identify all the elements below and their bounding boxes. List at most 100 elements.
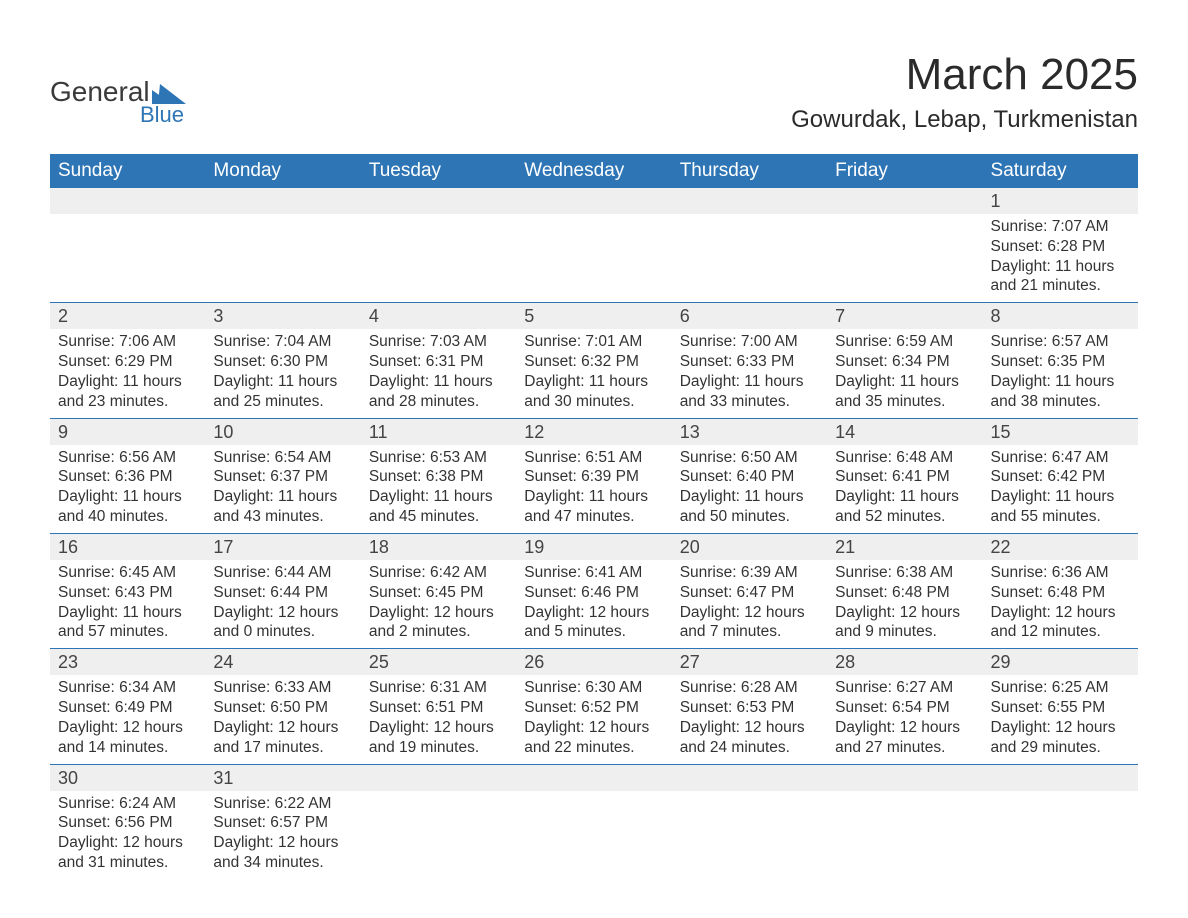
calendar-week: 16Sunrise: 6:45 AMSunset: 6:43 PMDayligh… (50, 533, 1138, 648)
day-info: Sunrise: 6:25 AMSunset: 6:55 PMDaylight:… (983, 675, 1138, 763)
day-number: 19 (516, 534, 671, 560)
day-number: 6 (672, 303, 827, 329)
day-number: 4 (361, 303, 516, 329)
calendar-day: 16Sunrise: 6:45 AMSunset: 6:43 PMDayligh… (50, 533, 205, 648)
day-info: Sunrise: 6:51 AMSunset: 6:39 PMDaylight:… (516, 445, 671, 533)
calendar-day: 4Sunrise: 7:03 AMSunset: 6:31 PMDaylight… (361, 303, 516, 418)
day-info: Sunrise: 6:31 AMSunset: 6:51 PMDaylight:… (361, 675, 516, 763)
logo-shape-icon (152, 84, 186, 104)
day-number: 25 (361, 649, 516, 675)
day-info: Sunrise: 6:53 AMSunset: 6:38 PMDaylight:… (361, 445, 516, 533)
calendar-day: 30Sunrise: 6:24 AMSunset: 6:56 PMDayligh… (50, 764, 205, 879)
calendar-day: 26Sunrise: 6:30 AMSunset: 6:52 PMDayligh… (516, 649, 671, 764)
calendar-body: 1Sunrise: 7:07 AMSunset: 6:28 PMDaylight… (50, 188, 1138, 879)
calendar-day: 1Sunrise: 7:07 AMSunset: 6:28 PMDaylight… (983, 188, 1138, 303)
day-number (672, 765, 827, 791)
calendar-day-blank (983, 764, 1138, 879)
day-number: 7 (827, 303, 982, 329)
day-info: Sunrise: 7:03 AMSunset: 6:31 PMDaylight:… (361, 329, 516, 417)
header: General Blue March 2025 Gowurdak, Lebap,… (50, 50, 1138, 144)
day-number: 5 (516, 303, 671, 329)
day-number: 27 (672, 649, 827, 675)
day-number: 28 (827, 649, 982, 675)
day-number (205, 188, 360, 214)
day-info: Sunrise: 6:27 AMSunset: 6:54 PMDaylight:… (827, 675, 982, 763)
day-number: 1 (983, 188, 1138, 214)
day-number: 20 (672, 534, 827, 560)
day-number: 22 (983, 534, 1138, 560)
calendar-day: 7Sunrise: 6:59 AMSunset: 6:34 PMDaylight… (827, 303, 982, 418)
month-title: March 2025 (791, 50, 1138, 100)
day-number: 21 (827, 534, 982, 560)
calendar-day-blank (827, 188, 982, 303)
calendar-day: 18Sunrise: 6:42 AMSunset: 6:45 PMDayligh… (361, 533, 516, 648)
calendar-header-row: SundayMondayTuesdayWednesdayThursdayFrid… (50, 154, 1138, 188)
day-info: Sunrise: 6:24 AMSunset: 6:56 PMDaylight:… (50, 791, 205, 879)
day-header: Thursday (672, 154, 827, 188)
day-info: Sunrise: 7:01 AMSunset: 6:32 PMDaylight:… (516, 329, 671, 417)
calendar-day: 5Sunrise: 7:01 AMSunset: 6:32 PMDaylight… (516, 303, 671, 418)
day-number: 30 (50, 765, 205, 791)
calendar-week: 1Sunrise: 7:07 AMSunset: 6:28 PMDaylight… (50, 188, 1138, 303)
day-info: Sunrise: 6:59 AMSunset: 6:34 PMDaylight:… (827, 329, 982, 417)
calendar-day-blank (827, 764, 982, 879)
day-info: Sunrise: 6:22 AMSunset: 6:57 PMDaylight:… (205, 791, 360, 879)
calendar-day-blank (50, 188, 205, 303)
day-number (50, 188, 205, 214)
day-number: 16 (50, 534, 205, 560)
calendar-day: 25Sunrise: 6:31 AMSunset: 6:51 PMDayligh… (361, 649, 516, 764)
calendar-day: 19Sunrise: 6:41 AMSunset: 6:46 PMDayligh… (516, 533, 671, 648)
calendar-day-blank (516, 764, 671, 879)
calendar-day: 3Sunrise: 7:04 AMSunset: 6:30 PMDaylight… (205, 303, 360, 418)
day-info: Sunrise: 6:44 AMSunset: 6:44 PMDaylight:… (205, 560, 360, 648)
day-header: Sunday (50, 154, 205, 188)
location-subtitle: Gowurdak, Lebap, Turkmenistan (791, 106, 1138, 134)
day-number (827, 188, 982, 214)
day-number (361, 188, 516, 214)
calendar-day: 9Sunrise: 6:56 AMSunset: 6:36 PMDaylight… (50, 418, 205, 533)
calendar-day: 15Sunrise: 6:47 AMSunset: 6:42 PMDayligh… (983, 418, 1138, 533)
calendar-day: 28Sunrise: 6:27 AMSunset: 6:54 PMDayligh… (827, 649, 982, 764)
calendar-day-blank (672, 764, 827, 879)
calendar-day: 17Sunrise: 6:44 AMSunset: 6:44 PMDayligh… (205, 533, 360, 648)
day-info: Sunrise: 6:57 AMSunset: 6:35 PMDaylight:… (983, 329, 1138, 417)
day-info: Sunrise: 6:33 AMSunset: 6:50 PMDaylight:… (205, 675, 360, 763)
calendar-week: 9Sunrise: 6:56 AMSunset: 6:36 PMDaylight… (50, 418, 1138, 533)
day-number: 9 (50, 419, 205, 445)
day-header: Monday (205, 154, 360, 188)
day-number: 31 (205, 765, 360, 791)
calendar-day: 29Sunrise: 6:25 AMSunset: 6:55 PMDayligh… (983, 649, 1138, 764)
calendar-day: 21Sunrise: 6:38 AMSunset: 6:48 PMDayligh… (827, 533, 982, 648)
title-block: March 2025 Gowurdak, Lebap, Turkmenistan (791, 50, 1138, 144)
day-number: 8 (983, 303, 1138, 329)
day-number: 3 (205, 303, 360, 329)
calendar-day: 20Sunrise: 6:39 AMSunset: 6:47 PMDayligh… (672, 533, 827, 648)
day-number: 14 (827, 419, 982, 445)
calendar-day: 31Sunrise: 6:22 AMSunset: 6:57 PMDayligh… (205, 764, 360, 879)
day-info: Sunrise: 6:36 AMSunset: 6:48 PMDaylight:… (983, 560, 1138, 648)
calendar-day: 6Sunrise: 7:00 AMSunset: 6:33 PMDaylight… (672, 303, 827, 418)
day-info: Sunrise: 6:30 AMSunset: 6:52 PMDaylight:… (516, 675, 671, 763)
day-number: 17 (205, 534, 360, 560)
logo-text-main: General (50, 76, 150, 108)
calendar-day: 23Sunrise: 6:34 AMSunset: 6:49 PMDayligh… (50, 649, 205, 764)
day-number: 12 (516, 419, 671, 445)
day-info: Sunrise: 6:41 AMSunset: 6:46 PMDaylight:… (516, 560, 671, 648)
day-info: Sunrise: 7:07 AMSunset: 6:28 PMDaylight:… (983, 214, 1138, 302)
day-number: 18 (361, 534, 516, 560)
day-info: Sunrise: 7:00 AMSunset: 6:33 PMDaylight:… (672, 329, 827, 417)
day-info: Sunrise: 6:56 AMSunset: 6:36 PMDaylight:… (50, 445, 205, 533)
day-header: Tuesday (361, 154, 516, 188)
day-number: 11 (361, 419, 516, 445)
calendar-day: 22Sunrise: 6:36 AMSunset: 6:48 PMDayligh… (983, 533, 1138, 648)
day-info: Sunrise: 6:39 AMSunset: 6:47 PMDaylight:… (672, 560, 827, 648)
day-header: Saturday (983, 154, 1138, 188)
calendar-day: 11Sunrise: 6:53 AMSunset: 6:38 PMDayligh… (361, 418, 516, 533)
calendar-week: 30Sunrise: 6:24 AMSunset: 6:56 PMDayligh… (50, 764, 1138, 879)
logo: General Blue (50, 76, 186, 128)
day-number: 10 (205, 419, 360, 445)
calendar-day-blank (361, 764, 516, 879)
day-number (827, 765, 982, 791)
calendar-day: 24Sunrise: 6:33 AMSunset: 6:50 PMDayligh… (205, 649, 360, 764)
calendar-day-blank (672, 188, 827, 303)
